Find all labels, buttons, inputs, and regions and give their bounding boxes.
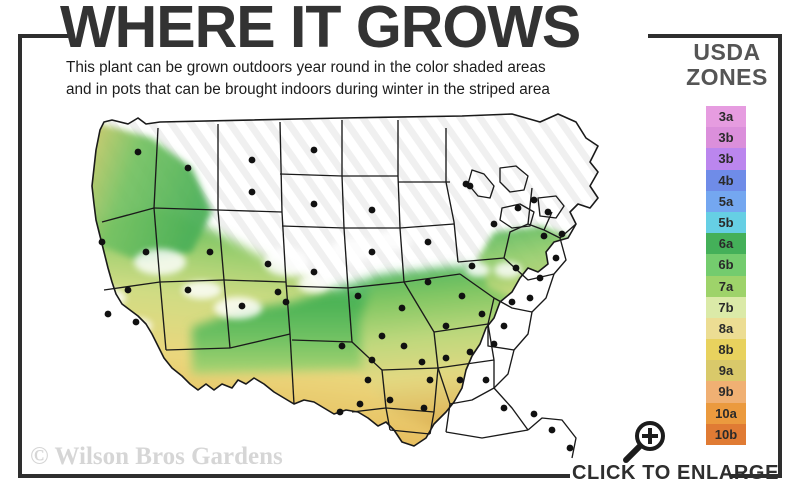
usda-hardiness-map[interactable] (42, 112, 642, 462)
zone-chip-10b-15[interactable]: 10b (706, 423, 746, 445)
zone-chip-5b-5[interactable]: 5b (706, 211, 746, 234)
zone-chip-5a-4[interactable]: 5a (706, 190, 746, 212)
frame-top-right-segment (648, 34, 782, 38)
magnifier-plus-svg (623, 421, 665, 463)
zone-chip-7a-8[interactable]: 7a (706, 275, 746, 297)
usda-zones-heading: USDA ZONES (668, 40, 786, 90)
zone-chip-3a-0[interactable]: 3a (706, 106, 746, 128)
subtitle-line-2: and in pots that can be brought indoors … (66, 81, 550, 98)
frame-left-segment (18, 34, 22, 478)
zone-chip-6b-7[interactable]: 6b (706, 254, 746, 276)
zone-chip-9a-12[interactable]: 9a (706, 360, 746, 382)
usda-zones-heading-line-1: USDA (693, 39, 761, 65)
frame-top-left-segment (18, 34, 70, 38)
frame-bottom-left-segment (18, 474, 570, 478)
map-svg (91, 113, 599, 459)
zone-chip-8b-11[interactable]: 8b (706, 339, 746, 361)
zone-chip-4b-3[interactable]: 4b (706, 169, 746, 191)
zone-chip-9b-13[interactable]: 9b (706, 381, 746, 403)
frame-bottom-right-segment (730, 474, 782, 478)
zone-chip-7b-9[interactable]: 7b (706, 296, 746, 318)
zone-chip-3b-2[interactable]: 3b (706, 148, 746, 170)
usda-zones-heading-line-2: ZONES (686, 64, 768, 90)
watermark-credit: © Wilson Bros Gardens (30, 443, 283, 470)
subtitle-description: This plant can be grown outdoors year ro… (66, 57, 636, 101)
subtitle-line-1: This plant can be grown outdoors year ro… (66, 59, 546, 76)
frame-right-segment (778, 34, 782, 478)
zone-chip-6a-6[interactable]: 6a (706, 233, 746, 255)
map-state-outlines (91, 113, 599, 459)
usda-zone-legend: 3a 3b 3b 4b 5a 5b 6a 6b 7a 7b 8a 8b 9a 9b 10a 10b (706, 106, 746, 445)
magnifier-plus-icon[interactable] (616, 418, 672, 466)
click-to-enlarge-label[interactable]: CLICK TO ENLARGE (572, 462, 780, 484)
page-title: WHERE IT GROWS (60, 0, 581, 60)
map-city-dots (98, 146, 574, 452)
zone-chip-8a-10[interactable]: 8a (706, 317, 746, 340)
zone-chip-10a-14[interactable]: 10a (706, 402, 746, 424)
zone-chip-3b-1[interactable]: 3b (706, 127, 746, 149)
